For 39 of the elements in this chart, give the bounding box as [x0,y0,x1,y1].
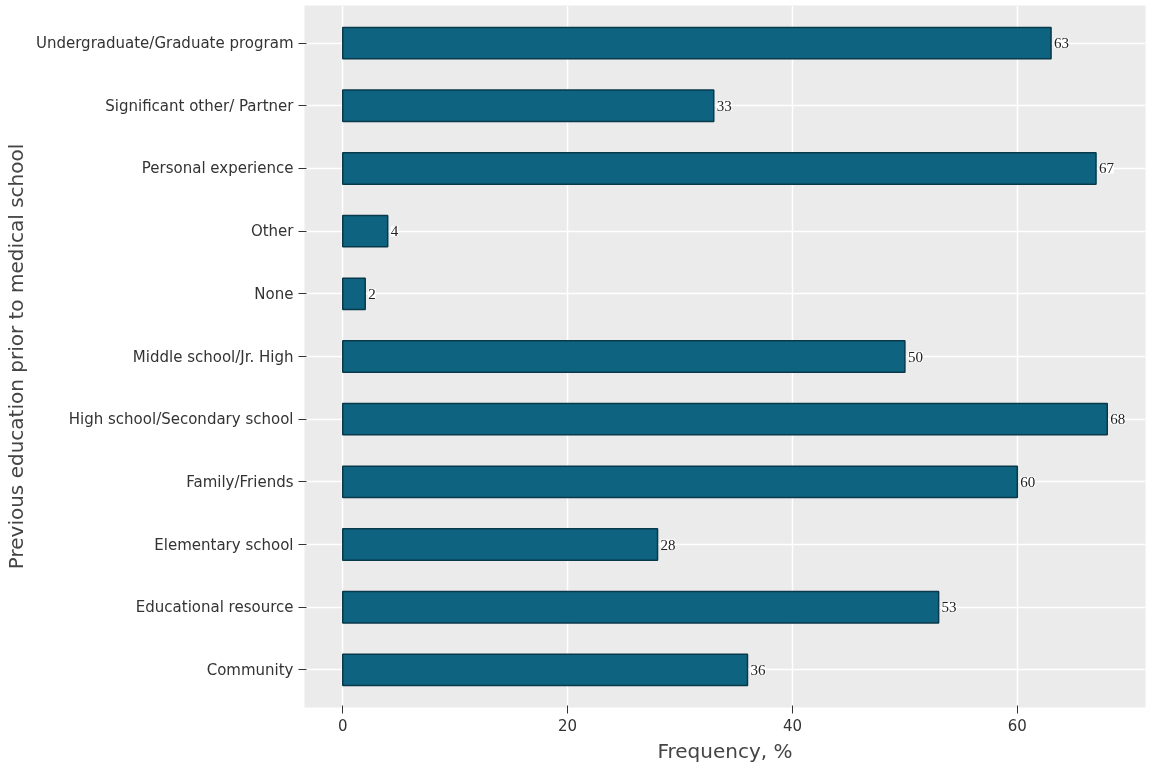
y-tick-label: Significant other/ Partner [105,96,295,115]
bar [341,653,749,687]
bar [341,152,1097,185]
data-label: 53 [941,599,957,616]
data-label: 68 [1110,411,1126,428]
y-tick-label: Other [250,222,295,241]
x-axis-title: Frequency, % [657,738,793,763]
y-tick-label: Elementary school [154,535,294,554]
data-label: 4 [390,223,399,240]
bar [341,402,1109,436]
data-label: 28 [660,536,676,553]
data-label: 67 [1099,160,1115,177]
y-tick-label: Family/Friends [186,472,294,491]
y-tick-label: Undergraduate/Graduate program [35,34,294,53]
x-tick-label: 0 [337,716,348,735]
data-label: 2 [368,285,376,302]
bar [341,277,366,311]
x-tick-label: 60 [1007,716,1027,735]
bar [341,89,715,123]
y-axis-title: Previous education prior to medical school [3,143,28,570]
data-label: 33 [716,97,732,114]
y-tick-label: High school/Secondary school [68,410,294,429]
bar [341,214,389,248]
bar [341,465,1019,499]
y-tick-label: Educational resource [135,598,294,617]
bar [341,340,906,373]
y-tick-label: Middle school/Jr. High [132,347,294,366]
data-label: 63 [1054,35,1070,52]
data-label: 36 [750,661,766,678]
bar [341,26,1052,60]
y-tick-label: Personal experience [141,159,294,178]
bar [341,590,940,624]
x-tick-label: 20 [558,716,578,735]
y-tick-label: None [254,284,294,303]
y-tick-label: Community [206,660,294,679]
bar [341,528,659,561]
data-label: 60 [1020,473,1036,490]
data-label: 50 [907,348,923,365]
x-tick-label: 40 [782,716,803,735]
